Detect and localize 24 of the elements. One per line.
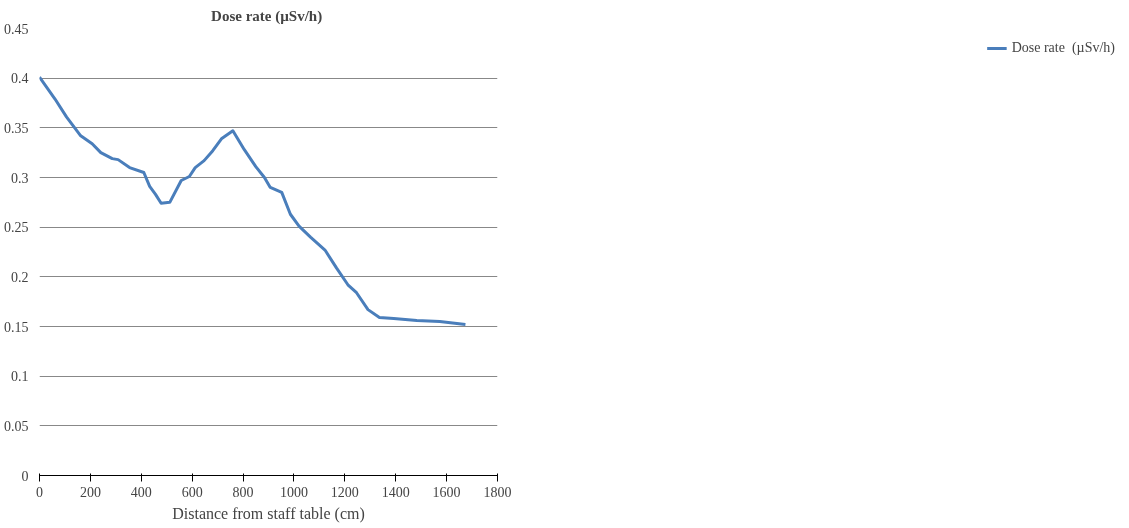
y-tick-label: 0.4 (11, 71, 29, 87)
y-tick-label: 0.05 (4, 418, 29, 434)
x-tick-label: 0 (36, 484, 43, 500)
y-tick-label: 0.35 (4, 120, 29, 136)
x-axis-title: Distance from staff table (cm) (172, 504, 365, 523)
x-tick-label: 1800 (483, 484, 512, 500)
x-tick-label: 800 (232, 484, 254, 500)
y-tick-label: 0.25 (4, 220, 29, 236)
x-tick-label: 1600 (432, 484, 461, 500)
y-tick-label: 0.15 (4, 319, 29, 335)
x-tick-label: 400 (130, 484, 152, 500)
chart-title: Dose rate (µSv/h) (211, 7, 323, 25)
y-tick-label: 0.45 (4, 21, 29, 37)
x-tick-label: 200 (79, 484, 101, 500)
x-tick-label: 1400 (381, 484, 410, 500)
y-tick-label: 0.1 (11, 369, 29, 385)
legend-label: Dose rate (µSv/h) (1011, 40, 1115, 56)
y-tick-label: 0.3 (11, 170, 29, 186)
y-tick-label: 0.2 (11, 269, 29, 285)
x-tick-label: 1000 (279, 484, 308, 500)
y-tick-label: 0 (21, 468, 29, 484)
x-tick-label: 1200 (330, 484, 359, 500)
line-series (39, 75, 467, 327)
x-tick-label: 600 (181, 484, 203, 500)
